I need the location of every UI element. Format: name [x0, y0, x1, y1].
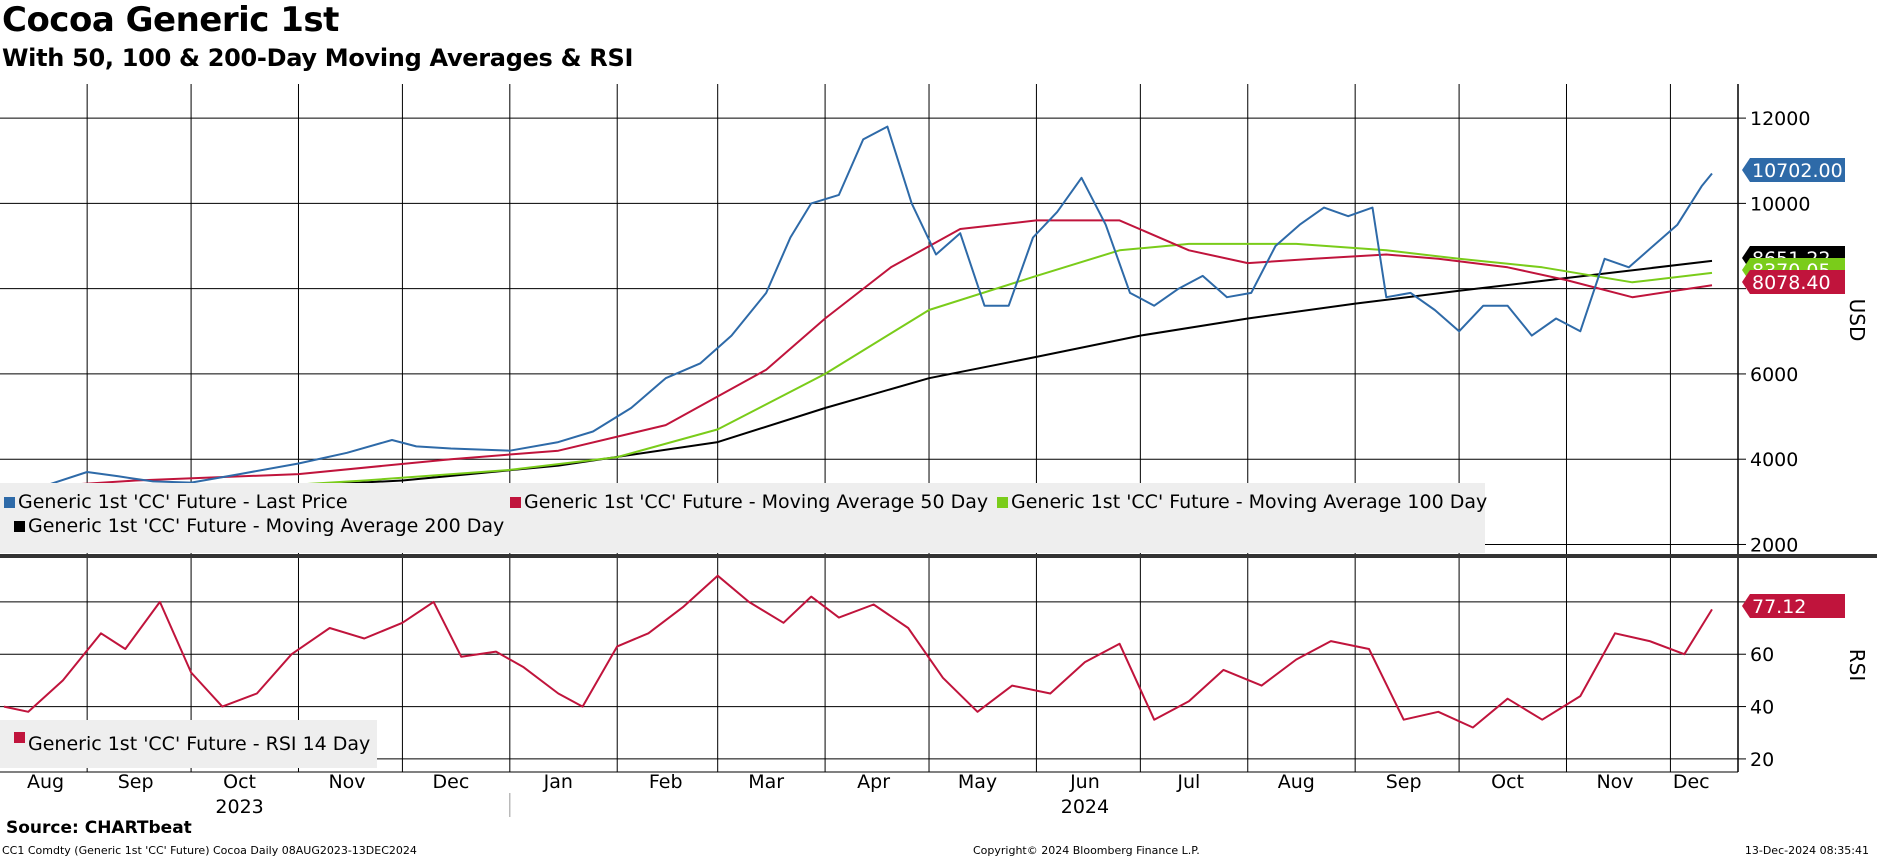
x-tick-label: Jan	[543, 771, 573, 793]
x-tick-label: Feb	[649, 771, 683, 793]
badge-ma50: 8078.40	[1742, 270, 1845, 294]
y-tick-label: 10000	[1750, 193, 1810, 215]
x-tick-label: Nov	[328, 771, 365, 793]
source-note: Source: CHARTbeat	[6, 818, 192, 838]
badge-value: 10702.00	[1752, 160, 1843, 182]
rsi-legend-label: Generic 1st 'CC' Future - RSI 14 Day	[28, 733, 370, 755]
legend-swatch	[14, 732, 25, 743]
x-tick-label: Dec	[433, 771, 470, 793]
x-tick-label: Oct	[1491, 771, 1524, 793]
y-tick-label: 4000	[1750, 449, 1798, 471]
x-tick-label: Oct	[223, 771, 256, 793]
footer-copyright: Copyright© 2024 Bloomberg Finance L.P.	[973, 844, 1200, 857]
y-tick-label: 2000	[1750, 534, 1798, 556]
x-tick-label: Sep	[1386, 771, 1422, 793]
rsi-tick-label: 40	[1750, 697, 1774, 719]
x-tick-label: Aug	[27, 771, 64, 793]
x-year-label: 2023	[215, 796, 263, 818]
legend-box	[0, 483, 1485, 553]
x-year-label: 2024	[1061, 796, 1109, 818]
legend-label: Generic 1st 'CC' Future - Last Price	[18, 491, 348, 513]
legend-label: Generic 1st 'CC' Future - Moving Average…	[28, 515, 504, 537]
y-tick-label: 12000	[1750, 108, 1810, 130]
badge-value: 77.12	[1752, 596, 1806, 618]
legend-swatch	[997, 497, 1008, 508]
x-tick-label: Jul	[1176, 771, 1200, 793]
series-line	[3, 219, 1713, 490]
badge-rsi: 77.12	[1742, 594, 1845, 618]
x-tick-label: Sep	[118, 771, 154, 793]
badge-shape	[1742, 270, 1845, 294]
legend-label: Generic 1st 'CC' Future - Moving Average…	[1011, 491, 1487, 513]
y-tick-label: 6000	[1750, 364, 1798, 386]
legend-swatch	[14, 521, 25, 532]
x-tick-label: May	[958, 771, 997, 793]
rsi-tick-label: 60	[1750, 644, 1774, 666]
rsi-legend-box	[0, 720, 377, 768]
rsi-tick-label: 20	[1750, 749, 1774, 771]
x-tick-label: Nov	[1596, 771, 1633, 793]
series-line	[3, 242, 1713, 497]
series-line	[3, 259, 1713, 499]
badge-last-price: 10702.00	[1742, 158, 1845, 182]
rsi-line	[3, 574, 1713, 729]
series-line	[3, 125, 1713, 490]
x-tick-label: Apr	[857, 771, 890, 793]
x-tick-label: Mar	[748, 771, 784, 793]
legend-swatch	[510, 497, 521, 508]
legend-label: Generic 1st 'CC' Future - Moving Average…	[524, 491, 988, 513]
y-axis-title: USD	[1845, 299, 1869, 342]
page-title: Cocoa Generic 1st	[2, 0, 339, 40]
badge-shape	[1742, 158, 1845, 182]
footer-timestamp: 13-Dec-2024 08:35:41	[1744, 844, 1869, 857]
badge-value: 8078.40	[1752, 272, 1831, 294]
x-tick-label: Dec	[1673, 771, 1710, 793]
footer-ticker: CC1 Comdty (Generic 1st 'CC' Future) Coc…	[2, 844, 417, 857]
legend-swatch	[4, 497, 15, 508]
x-tick-label: Aug	[1278, 771, 1315, 793]
page-subtitle: With 50, 100 & 200-Day Moving Averages &…	[2, 44, 634, 72]
badge-shape	[1742, 594, 1845, 618]
x-tick-label: Jun	[1069, 771, 1100, 793]
rsi-axis-title: RSI	[1845, 649, 1869, 682]
